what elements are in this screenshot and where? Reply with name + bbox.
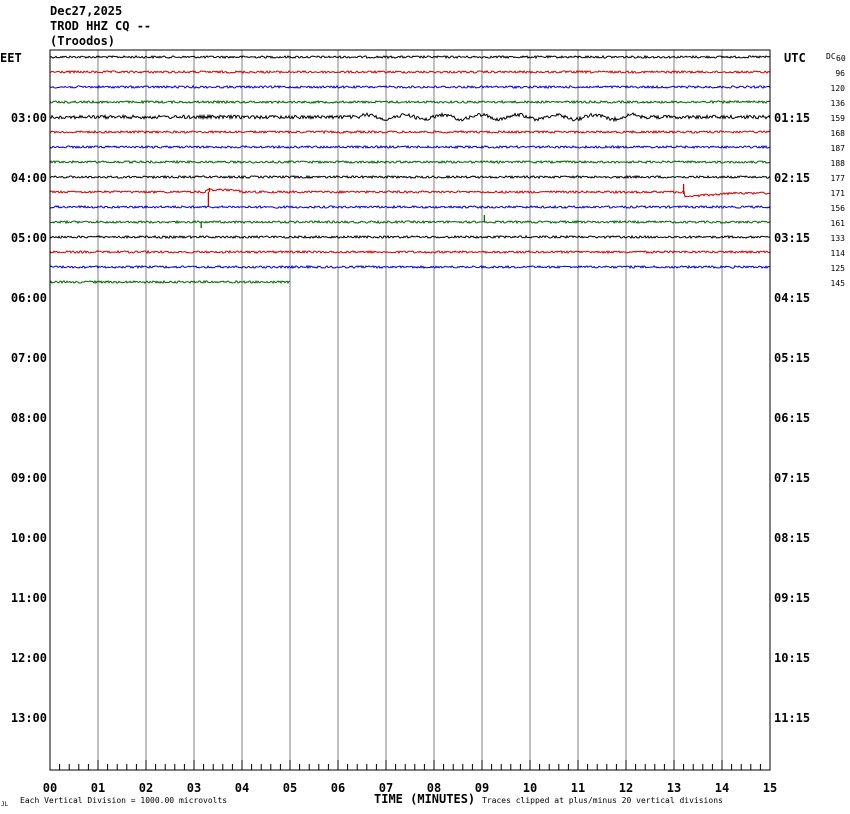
right-axis-title: UTC <box>784 51 806 65</box>
axis-labels: 00 01 02 03 04 05 06 07 08 09 10 11 12 13 14 15 EET UTC DC… <box>0 51 846 808</box>
location-label: (Troodos) <box>50 34 116 48</box>
traces <box>49 54 771 285</box>
dc-value: 133 <box>831 234 846 243</box>
left-hour-label: 12:00 <box>11 651 47 665</box>
right-hour-label: 06:15 <box>774 411 810 425</box>
footnote-left: Each Vertical Division = 1000.00 microvo… <box>20 796 227 805</box>
right-hour-label: 03:15 <box>774 231 810 245</box>
left-hour-label: 11:00 <box>11 591 47 605</box>
x-tick-label-15: 15 <box>763 781 777 795</box>
left-hour-label: 06:00 <box>11 291 47 305</box>
left-axis-title: EET <box>0 51 22 65</box>
grid <box>97 50 723 770</box>
dc-value: 114 <box>831 249 846 258</box>
dc-value: 171 <box>831 189 846 198</box>
left-hour-label: 05:00 <box>11 231 47 245</box>
station-label: TROD HHZ CQ -- <box>50 19 152 33</box>
right-hour-label: 01:15 <box>774 111 810 125</box>
x-tick-label-00: 00 <box>43 781 57 795</box>
right-hour-label: 02:15 <box>774 171 810 185</box>
x-tick-label-05: 05 <box>283 781 297 795</box>
footnote-right: Traces clipped at plus/minus 20 vertical… <box>482 796 723 805</box>
dc-value: 156 <box>831 204 846 213</box>
trace-9 <box>49 174 771 180</box>
left-hour-label: 10:00 <box>11 531 47 545</box>
dc-value: 161 <box>831 219 846 228</box>
trace-14 <box>49 249 771 255</box>
left-hour-label: 08:00 <box>11 411 47 425</box>
x-tick-label-12: 12 <box>619 781 633 795</box>
x-ticks <box>49 760 771 770</box>
trace-15 <box>49 264 771 270</box>
left-hour-label: 07:00 <box>11 351 47 365</box>
right-hour-label: 07:15 <box>774 471 810 485</box>
dc-value: 120 <box>831 84 846 93</box>
dc-value: 159 <box>831 114 846 123</box>
x-tick-label-03: 03 <box>187 781 201 795</box>
trace-7 <box>49 144 771 150</box>
x-tick-label-06: 06 <box>331 781 345 795</box>
dc-value: 188 <box>831 159 846 168</box>
x-tick-label-01: 01 <box>91 781 105 795</box>
trace-5 <box>49 111 771 123</box>
right-hour-label: 11:15 <box>774 711 810 725</box>
x-tick-label-04: 04 <box>235 781 249 795</box>
x-axis-label: TIME (MINUTES) <box>374 792 475 806</box>
x-tick-label-09: 09 <box>475 781 489 795</box>
left-hour-label: 09:00 <box>11 471 47 485</box>
right-hour-label: 04:15 <box>774 291 810 305</box>
trace-6 <box>49 129 771 135</box>
dc-value: 145 <box>831 279 846 288</box>
x-tick-label-07: 07 <box>379 781 393 795</box>
trace-3 <box>49 84 771 90</box>
trace-16 <box>49 279 291 285</box>
right-hour-label: 05:15 <box>774 351 810 365</box>
x-tick-label-13: 13 <box>667 781 681 795</box>
x-tick-label-10: 10 <box>523 781 537 795</box>
trace-11 <box>49 204 771 210</box>
dc-value: 177 <box>831 174 846 183</box>
x-tick-label-02: 02 <box>139 781 153 795</box>
trace-10 <box>49 188 771 198</box>
dc-value: 187 <box>831 144 846 153</box>
plot-frame <box>49 49 771 771</box>
date-label: Dec27,2025 <box>50 4 123 18</box>
right-hour-label: 08:15 <box>774 531 810 545</box>
dc-value: 96 <box>835 69 845 78</box>
left-hour-label: 04:00 <box>11 171 47 185</box>
trace-8 <box>49 159 771 165</box>
dc-header: DC <box>826 52 836 61</box>
trace-12 <box>49 219 771 225</box>
dc-value: 60 <box>836 54 846 63</box>
left-hour-label: 13:00 <box>11 711 47 725</box>
x-tick-label-11: 11 <box>571 781 585 795</box>
dc-value: 168 <box>831 129 846 138</box>
dc-value: 136 <box>831 99 846 108</box>
trace-4 <box>49 99 771 105</box>
dc-value: 125 <box>831 264 846 273</box>
right-hour-label: 09:15 <box>774 591 810 605</box>
x-tick-label-14: 14 <box>715 781 729 795</box>
corner-mark: JL <box>1 801 9 808</box>
right-hour-label: 10:15 <box>774 651 810 665</box>
x-tick-label-08: 08 <box>427 781 441 795</box>
trace-13 <box>49 234 771 240</box>
left-hour-label: 03:00 <box>11 111 47 125</box>
trace-1 <box>49 54 771 60</box>
trace-2 <box>49 69 771 75</box>
